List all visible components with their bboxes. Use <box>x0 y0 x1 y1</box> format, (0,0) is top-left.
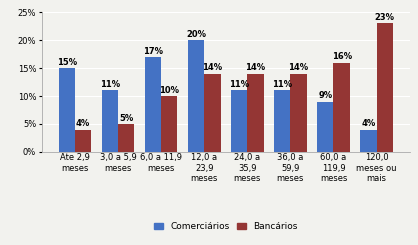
Bar <box>161 96 178 152</box>
Text: 9%: 9% <box>318 91 332 100</box>
Bar <box>231 90 247 152</box>
Text: 14%: 14% <box>202 63 222 72</box>
Text: 17%: 17% <box>143 47 163 56</box>
Bar <box>188 40 204 152</box>
Text: 14%: 14% <box>288 63 308 72</box>
Bar <box>102 90 118 152</box>
Bar <box>59 68 75 152</box>
Bar <box>118 124 134 152</box>
Bar <box>247 74 264 152</box>
Bar <box>377 24 393 152</box>
Text: 5%: 5% <box>119 114 133 122</box>
Bar <box>360 130 377 152</box>
Text: 10%: 10% <box>159 86 179 95</box>
Text: 4%: 4% <box>76 119 90 128</box>
Text: 14%: 14% <box>245 63 265 72</box>
Text: 23%: 23% <box>375 13 395 22</box>
Bar <box>317 102 334 152</box>
Text: 11%: 11% <box>100 80 120 89</box>
Bar <box>291 74 307 152</box>
Text: 15%: 15% <box>57 58 77 67</box>
Bar <box>75 130 91 152</box>
Text: 20%: 20% <box>186 30 206 39</box>
Text: 4%: 4% <box>361 119 375 128</box>
Bar <box>334 62 350 152</box>
Bar <box>274 90 291 152</box>
Text: 16%: 16% <box>331 52 352 61</box>
Bar <box>204 74 221 152</box>
Text: 11%: 11% <box>229 80 249 89</box>
Text: 11%: 11% <box>272 80 292 89</box>
Legend: Comerciários, Bancários: Comerciários, Bancários <box>154 222 297 231</box>
Bar <box>145 57 161 152</box>
